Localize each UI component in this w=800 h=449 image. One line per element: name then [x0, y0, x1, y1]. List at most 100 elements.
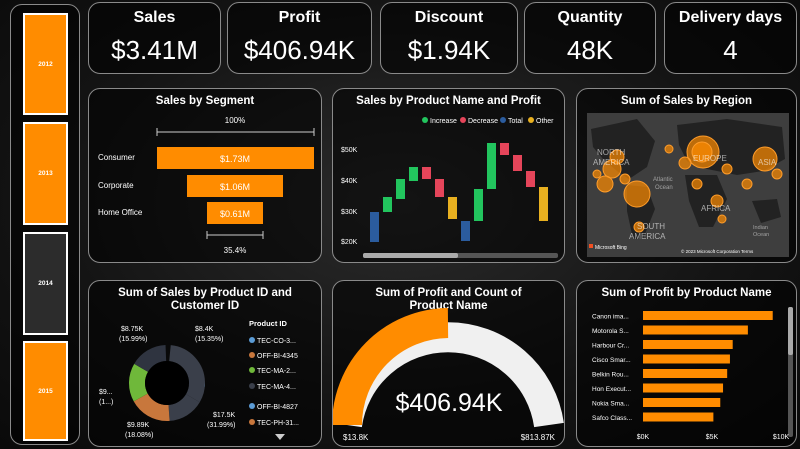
map-label-america: AMERICA	[593, 158, 630, 167]
donut-label: (18.08%)	[125, 432, 153, 439]
segment-funnel-panel: Sales by Segment 100% Consumer $1.73M Co…	[88, 88, 322, 263]
donut-label: $9...	[99, 389, 113, 396]
donut-label: (15.99%)	[119, 336, 147, 343]
donut-label: (15.35%)	[195, 336, 223, 343]
donut-slice[interactable]	[129, 345, 205, 421]
map-label-asia: ASIA	[758, 158, 777, 167]
map-label-indian-ocean: Ocean	[753, 232, 769, 238]
profit-bar[interactable]	[643, 325, 748, 335]
waterfall-bar[interactable]	[526, 171, 535, 187]
legend-decrease-dot	[460, 117, 466, 123]
sales-bubbles[interactable]	[592, 135, 783, 233]
gauge-fill	[333, 308, 449, 426]
donut-label: (31.99%)	[207, 422, 235, 429]
donut-legend-title: Product ID	[249, 319, 288, 328]
donut-legend-item[interactable]: OFF-BI-4345	[257, 353, 298, 360]
kpi-value: 4	[723, 35, 738, 65]
profit-bar[interactable]	[643, 398, 721, 407]
funnel-bar-home-office[interactable]	[207, 202, 263, 224]
bar-category-label: Safco Class...	[592, 415, 632, 422]
funnel-value-corporate: $1.06M	[220, 182, 250, 192]
profit-gauge[interactable]: $406.94K $13.8K $813.87K	[333, 281, 566, 448]
bar-category-label: Nokia Sma...	[592, 401, 629, 408]
region-map[interactable]: NORTH AMERICA EUROPE ASIA AFRICA SOUTH A…	[577, 89, 798, 264]
year-2013-button[interactable]: 2013	[23, 122, 68, 225]
waterfall-bar[interactable]	[513, 155, 522, 171]
donut-legend-item[interactable]: TEC-CO-3...	[257, 338, 296, 345]
funnel-bar-corporate[interactable]	[187, 175, 283, 197]
donut-label: $8.75K	[121, 326, 144, 333]
map-copyright[interactable]: © 2023 Microsoft Corporation Terms	[681, 248, 754, 254]
map-label-south: SOUTH	[637, 222, 665, 231]
legend-decrease: Decrease	[468, 118, 498, 125]
donut-slice[interactable]	[129, 345, 205, 421]
waterfall-panel: Sales by Product Name and Profit Increas…	[332, 88, 565, 263]
map-label-atlantic-ocean: Ocean	[655, 185, 673, 191]
waterfall-bar[interactable]	[435, 179, 444, 197]
profit-bar[interactable]	[643, 412, 714, 422]
waterfall-bar[interactable]	[461, 221, 470, 241]
legend-other-dot	[528, 117, 534, 123]
donut-legend-item[interactable]: TEC-MA-4...	[257, 384, 296, 391]
donut-panel: Sum of Sales by Product ID and Customer …	[88, 280, 322, 447]
donut-chart: $8.75K (15.99%) $8.4K (15.35%) $9... (1.…	[99, 319, 299, 440]
bar-category-label: Canon ima...	[592, 314, 629, 321]
year-2014-button[interactable]: 2014	[23, 232, 68, 335]
region-map-panel: Sum of Sales by Region NORT	[576, 88, 797, 263]
profit-bar-panel: Sum of Profit by Product Name Canon ima.…	[576, 280, 797, 447]
funnel-top-pct: 100%	[225, 116, 245, 125]
y-tick-40k: $40K	[341, 178, 358, 185]
waterfall-bar[interactable]	[422, 167, 431, 179]
profit-bar[interactable]	[643, 340, 733, 349]
x-tick-label: $0K	[637, 434, 650, 441]
y-tick-20k: $20K	[341, 239, 358, 246]
kpi-value: $1.94K	[407, 35, 491, 65]
funnel-label-corporate: Corporate	[98, 181, 134, 190]
donut-legend-item[interactable]: OFF-BI-4827	[257, 404, 298, 411]
kpi-value: 48K	[566, 35, 614, 65]
gauge-value: $406.94K	[395, 389, 502, 417]
segment-funnel-chart: 100% Consumer $1.73M Corporate $1.06M Ho…	[98, 116, 315, 255]
waterfall-bar[interactable]	[409, 167, 418, 181]
profit-bar[interactable]	[643, 369, 728, 378]
funnel-bottom-pct: 35.4%	[224, 246, 247, 255]
waterfall-bar[interactable]	[448, 197, 457, 219]
donut-slice[interactable]	[129, 345, 205, 421]
year-2012-button[interactable]: 2012	[23, 13, 68, 115]
legend-increase-dot	[422, 117, 428, 123]
funnel-label-home-office: Home Office	[98, 208, 143, 217]
bing-attribution: Microsoft Bing	[595, 245, 627, 251]
year-2015-button[interactable]: 2015	[23, 341, 68, 441]
panel-title: Sum of Profit by Product Name	[601, 287, 772, 299]
kpi-label: Delivery days	[678, 9, 783, 26]
donut-legend-item[interactable]: TEC-MA-2...	[257, 368, 296, 375]
waterfall-bar[interactable]	[383, 197, 392, 212]
kpi-value: $3.41M	[111, 35, 198, 65]
profit-bar[interactable]	[643, 354, 730, 364]
waterfall-bar[interactable]	[487, 143, 496, 189]
map-label-indian: Indian	[753, 225, 768, 231]
waterfall-bar[interactable]	[474, 189, 483, 221]
map-label-south-america: AMERICA	[629, 232, 666, 241]
donut-legend-item[interactable]: TEC-PH-31...	[257, 420, 299, 427]
x-tick-label: $5K	[706, 434, 719, 441]
profit-bar[interactable]	[643, 311, 773, 320]
kpi-card-profit: Profit $406.94K	[227, 2, 372, 74]
kpi-label: Sales	[133, 9, 176, 26]
waterfall-bar[interactable]	[370, 212, 379, 242]
waterfall-bar[interactable]	[539, 187, 548, 221]
funnel-label-consumer: Consumer	[98, 153, 135, 162]
kpi-value: $406.94K	[243, 35, 356, 65]
gauge-min: $13.8K	[343, 433, 369, 442]
waterfall-scrollbar-thumb[interactable]	[363, 253, 458, 258]
bar-chart-scrollbar-thumb[interactable]	[788, 307, 793, 355]
map-label-europe: EUROPE	[693, 154, 727, 163]
funnel-bar-consumer[interactable]	[157, 147, 314, 169]
legend-scroll-down-icon[interactable]	[275, 434, 285, 440]
waterfall-bar[interactable]	[500, 143, 509, 155]
bar-category-label: Motorola S...	[592, 328, 629, 335]
year-slicer: 2012 2013 2014 2015	[10, 4, 80, 445]
map-label-north: NORTH	[597, 148, 626, 157]
waterfall-bar[interactable]	[396, 179, 405, 199]
profit-bar[interactable]	[643, 383, 724, 393]
